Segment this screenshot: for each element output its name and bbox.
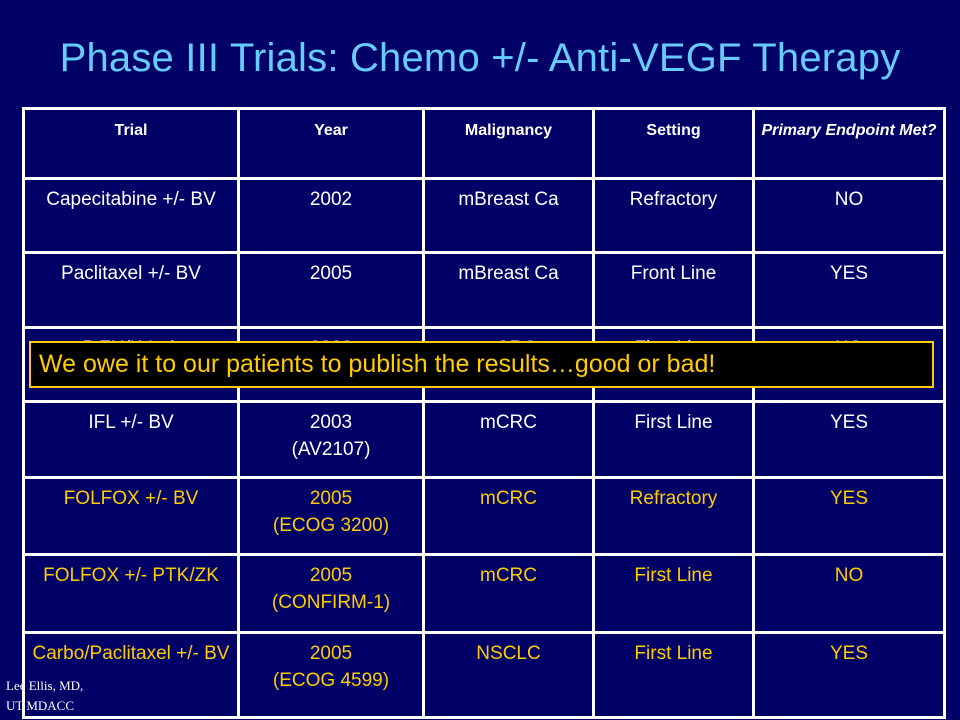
credit-name: Lee Ellis, MD, (6, 678, 84, 693)
year-value: 2005 (309, 565, 353, 586)
cell-endpoint: YES (752, 631, 946, 719)
cell-setting: First Line (592, 553, 755, 634)
trials-table: Trial Year Malignancy Setting Primary En… (22, 107, 946, 719)
cell-setting: Refractory (592, 177, 755, 254)
cell-endpoint: NO (752, 177, 946, 254)
cell-malignancy: mCRC (422, 400, 595, 479)
cell-malignancy: mBreast Ca (422, 251, 595, 329)
year-value: 2005 (309, 488, 353, 509)
cell-year: 2005 (ECOG 4599) (237, 631, 425, 719)
year-study-id: (CONFIRM-1) (271, 592, 391, 613)
cell-year: 2005 (ECOG 3200) (237, 476, 425, 556)
cell-trial: Carbo/Paclitaxel +/- BV (22, 631, 240, 719)
year-value: 2005 (309, 643, 353, 664)
year-study-id: (AV2107) (291, 439, 371, 460)
table-row: Capecitabine +/- BV 2002 mBreast Ca Refr… (22, 177, 946, 254)
year-study-id: (ECOG 4599) (272, 670, 390, 691)
cell-year: 2003 (AV2107) (237, 400, 425, 479)
cell-trial: FOLFOX +/- BV (22, 476, 240, 556)
cell-trial: Paclitaxel +/- BV (22, 251, 240, 329)
header-year: Year (237, 107, 425, 180)
cell-year: 2002 (237, 177, 425, 254)
cell-year: 2005 (237, 251, 425, 329)
cell-trial: Capecitabine +/- BV (22, 177, 240, 254)
header-endpoint: Primary Endpoint Met? (752, 107, 946, 180)
cell-trial: FOLFOX +/- PTK/ZK (22, 553, 240, 634)
callout-banner: We owe it to our patients to publish the… (29, 341, 934, 388)
cell-year: 2005 (CONFIRM-1) (237, 553, 425, 634)
year-study-id: (ECOG 3200) (272, 515, 390, 536)
cell-trial: IFL +/- BV (22, 400, 240, 479)
header-malignancy: Malignancy (422, 107, 595, 180)
cell-malignancy: NSCLC (422, 631, 595, 719)
cell-malignancy: mCRC (422, 553, 595, 634)
cell-malignancy: mCRC (422, 476, 595, 556)
credit-institution: UT MDACC (6, 698, 75, 713)
table-header-row: Trial Year Malignancy Setting Primary En… (22, 107, 946, 180)
author-credit: Lee Ellis, MD, UT MDACC (6, 676, 83, 716)
table-row: Carbo/Paclitaxel +/- BV 2005 (ECOG 4599) … (22, 631, 946, 719)
cell-setting: First Line (592, 400, 755, 479)
table-row: FOLFOX +/- PTK/ZK 2005 (CONFIRM-1) mCRC F… (22, 553, 946, 634)
slide-title: Phase III Trials: Chemo +/- Anti-VEGF Th… (59, 36, 901, 80)
cell-endpoint: YES (752, 400, 946, 479)
cell-setting: Front Line (592, 251, 755, 329)
cell-endpoint: NO (752, 553, 946, 634)
cell-setting: Refractory (592, 476, 755, 556)
table-row: IFL +/- BV 2003 (AV2107) mCRC First Line … (22, 400, 946, 479)
cell-malignancy: mBreast Ca (422, 177, 595, 254)
cell-endpoint: YES (752, 476, 946, 556)
year-value: 2003 (309, 412, 353, 433)
table-row: Paclitaxel +/- BV 2005 mBreast Ca Front … (22, 251, 946, 329)
table-row: FOLFOX +/- BV 2005 (ECOG 3200) mCRC Refra… (22, 476, 946, 556)
cell-setting: First Line (592, 631, 755, 719)
header-setting: Setting (592, 107, 755, 180)
cell-endpoint: YES (752, 251, 946, 329)
header-trial: Trial (22, 107, 240, 180)
